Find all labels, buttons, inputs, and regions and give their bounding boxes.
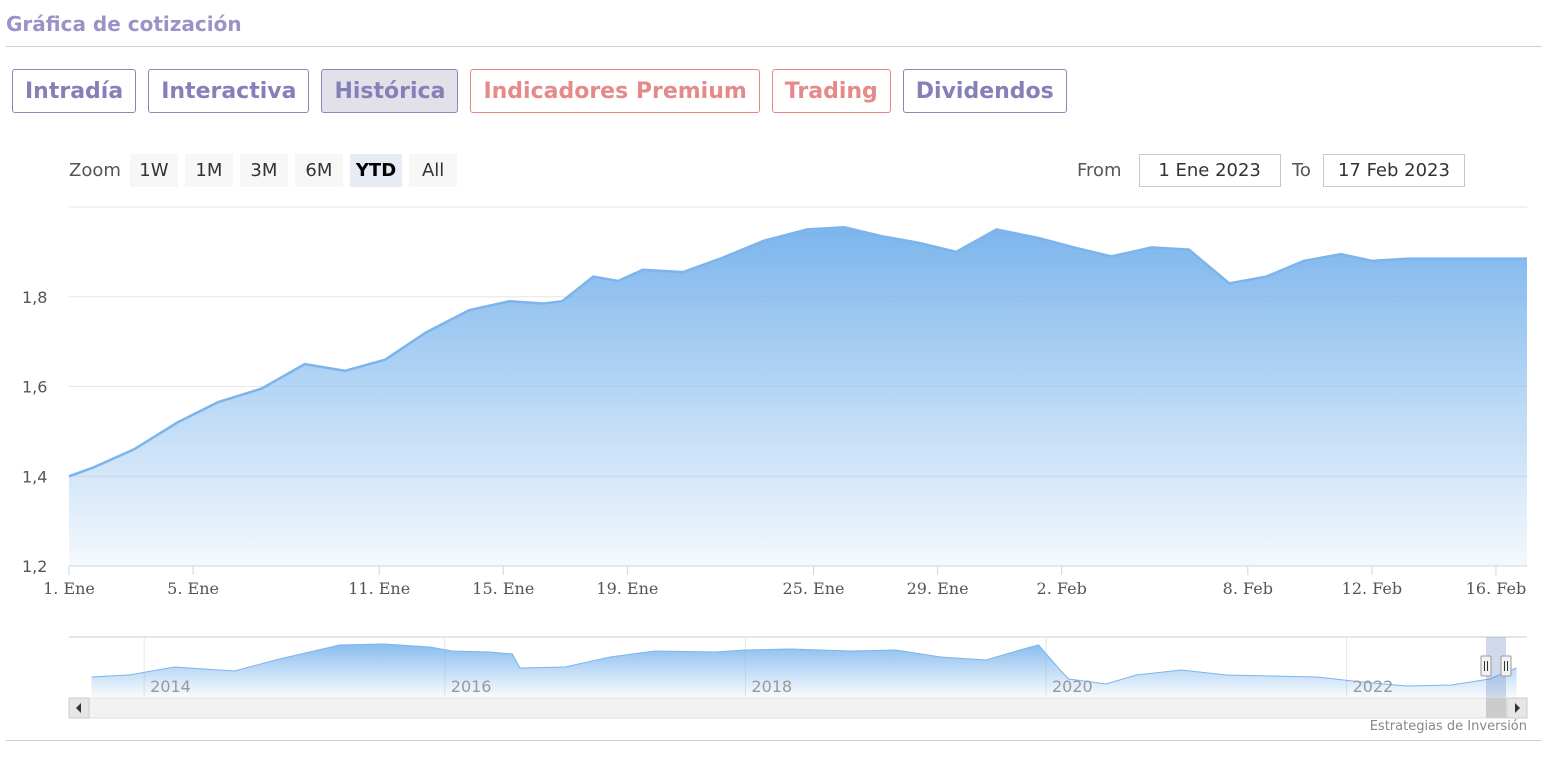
navigator-tick-label: 2016 xyxy=(451,677,492,696)
zoom-button-6m[interactable]: 6M xyxy=(294,154,343,187)
scrollbar-thumb xyxy=(1486,698,1506,718)
chevron-left-icon xyxy=(76,703,81,713)
x-tick-label: 8. Feb xyxy=(1223,579,1273,598)
x-tick-label: 16. Feb xyxy=(1466,579,1526,598)
zoom-button-1w[interactable]: 1W xyxy=(129,154,178,187)
zoom-button-3m[interactable]: 3M xyxy=(239,154,288,187)
section-title: Gráfica de cotización xyxy=(6,12,242,36)
series-area xyxy=(68,225,1527,566)
range-from-label: From xyxy=(1077,160,1122,181)
x-tick-label: 25. Ene xyxy=(783,579,845,598)
range-to-label: To xyxy=(1292,160,1311,181)
navigator-handle xyxy=(1480,655,1492,677)
navigator-line xyxy=(91,643,1517,687)
title-divider xyxy=(6,46,1542,47)
x-tick-label: 29. Ene xyxy=(907,579,969,598)
tab-indicadores-premium[interactable]: Indicadores Premium xyxy=(470,69,760,113)
navigator-tick-label: 2022 xyxy=(1353,677,1394,696)
range-to: To 17 Feb 2023 xyxy=(1292,154,1465,187)
price-area xyxy=(69,227,1527,566)
x-tick-label: 12. Feb xyxy=(1342,579,1402,598)
x-tick-label: 5. Ene xyxy=(167,579,219,598)
x-tick-label: 2. Feb xyxy=(1037,579,1087,598)
tab-historica[interactable]: Histórica xyxy=(321,69,459,113)
x-tick-label: 15. Ene xyxy=(472,579,534,598)
zoom-selector: Zoom 1W 1M 3M 6M YTD All xyxy=(69,154,458,187)
tab-dividendos[interactable]: Dividendos xyxy=(902,69,1067,113)
zoom-button-1m[interactable]: 1M xyxy=(184,154,233,187)
range-to-input[interactable]: 17 Feb 2023 xyxy=(1322,154,1465,187)
scrollbar-track xyxy=(68,697,1528,719)
credits[interactable]: Estrategias de Inversión xyxy=(1369,719,1527,734)
navigator-area xyxy=(91,644,1517,697)
chart-tabs: Intradía Interactiva Histórica Indicador… xyxy=(12,69,1067,113)
x-tick-label: 1. Ene xyxy=(43,579,95,598)
navigator-handle xyxy=(1500,655,1512,677)
y-tick-label: 1,6 xyxy=(22,378,47,397)
tab-intradia[interactable]: Intradía xyxy=(12,69,137,113)
zoom-button-ytd[interactable]: YTD xyxy=(349,154,403,187)
navigator-tick-label: 2014 xyxy=(150,677,191,696)
y-tick-label: 1,4 xyxy=(22,467,47,486)
navigator-tick-label: 2020 xyxy=(1052,677,1093,696)
price-line xyxy=(68,225,1527,478)
zoom-button-all[interactable]: All xyxy=(409,154,458,187)
bottom-divider xyxy=(6,740,1542,741)
tab-trading[interactable]: Trading xyxy=(771,69,891,113)
zoom-label: Zoom xyxy=(69,160,121,181)
y-tick-label: 1,2 xyxy=(22,557,47,576)
x-tick-label: 11. Ene xyxy=(348,579,410,598)
navigator[interactable]: 2014 2016 2018 2020 2022 xyxy=(68,636,1528,719)
range-from: From 1 Ene 2023 xyxy=(1077,154,1281,187)
chevron-right-icon xyxy=(1515,703,1520,713)
x-axis: 1. Ene 5. Ene 11. Ene 15. Ene 19. Ene 25. Ene… xyxy=(43,566,1526,598)
y-axis: 1,2 1,4 1,6 1,8 xyxy=(22,288,47,576)
tab-interactiva[interactable]: Interactiva xyxy=(148,69,310,113)
navigator-tick-label: 2018 xyxy=(751,677,792,696)
x-tick-label: 19. Ene xyxy=(596,579,658,598)
range-from-input[interactable]: 1 Ene 2023 xyxy=(1138,154,1281,187)
y-tick-label: 1,8 xyxy=(22,288,47,307)
